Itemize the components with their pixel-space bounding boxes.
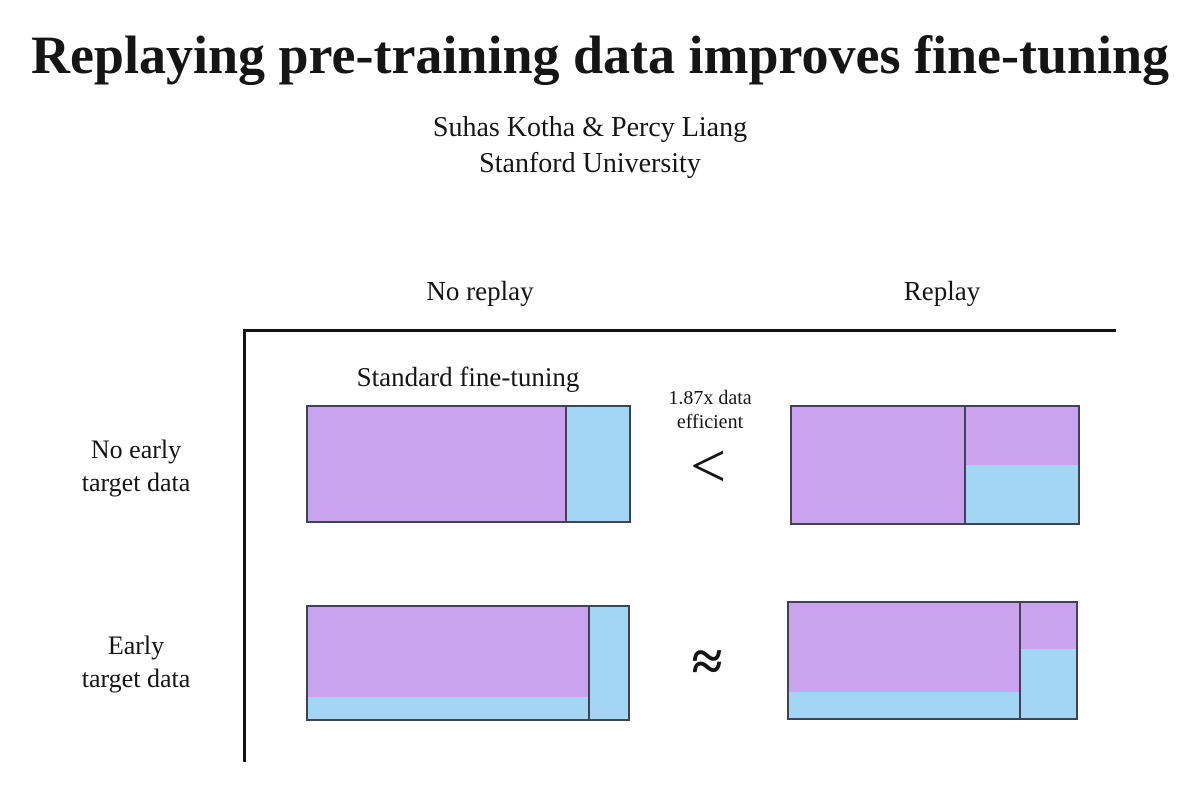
row-header-early-target-data: Early target data <box>81 631 191 693</box>
mixture-cell-no-replay-no-early-target <box>306 405 631 523</box>
mixture-column <box>308 407 565 521</box>
mixture-cell-replay-no-early-target <box>790 405 1080 525</box>
mixture-column <box>1018 603 1076 718</box>
col-header-replay: Replay <box>903 276 981 306</box>
mixture-column <box>789 603 1019 718</box>
less-than-symbol: < <box>689 430 727 501</box>
mixture-segment-purple <box>965 407 1078 465</box>
data-efficiency-note: 1.87x data efficient <box>668 387 752 433</box>
mixture-column <box>963 407 1078 523</box>
mixture-segment-blue <box>308 696 588 719</box>
col-header-no-replay: No replay <box>426 276 534 306</box>
mixture-segment-purple <box>308 607 588 697</box>
standard-finetuning-label: Standard fine-tuning <box>356 362 580 392</box>
slide-title: Replaying pre-training data improves fin… <box>30 25 1170 85</box>
mixture-cell-no-replay-early-target <box>306 605 630 721</box>
mixture-segment-blue <box>1020 649 1076 718</box>
affiliation-line: Stanford University <box>479 148 701 179</box>
mixture-segment-purple <box>789 603 1019 692</box>
mixture-segment-blue <box>566 407 629 521</box>
mixture-segment-blue <box>590 607 628 719</box>
mixture-column <box>588 607 628 719</box>
mixture-column <box>308 607 588 719</box>
mixture-segment-blue <box>965 465 1078 523</box>
axis-vertical-line <box>243 329 246 762</box>
mixture-cell-replay-early-target <box>787 601 1078 720</box>
mixture-segment-purple <box>308 407 565 521</box>
mixture-segment-purple <box>1020 603 1076 649</box>
mixture-column <box>792 407 964 523</box>
approximately-equal-symbol: ≈ <box>691 631 723 693</box>
authors-line: Suhas Kotha & Percy Liang <box>432 112 748 143</box>
mixture-segment-blue <box>789 691 1019 718</box>
mixture-column <box>564 407 629 521</box>
row-header-no-early-target-data: No early target data <box>81 435 191 497</box>
axis-horizontal-line <box>243 329 1116 332</box>
mixture-segment-purple <box>792 407 964 523</box>
